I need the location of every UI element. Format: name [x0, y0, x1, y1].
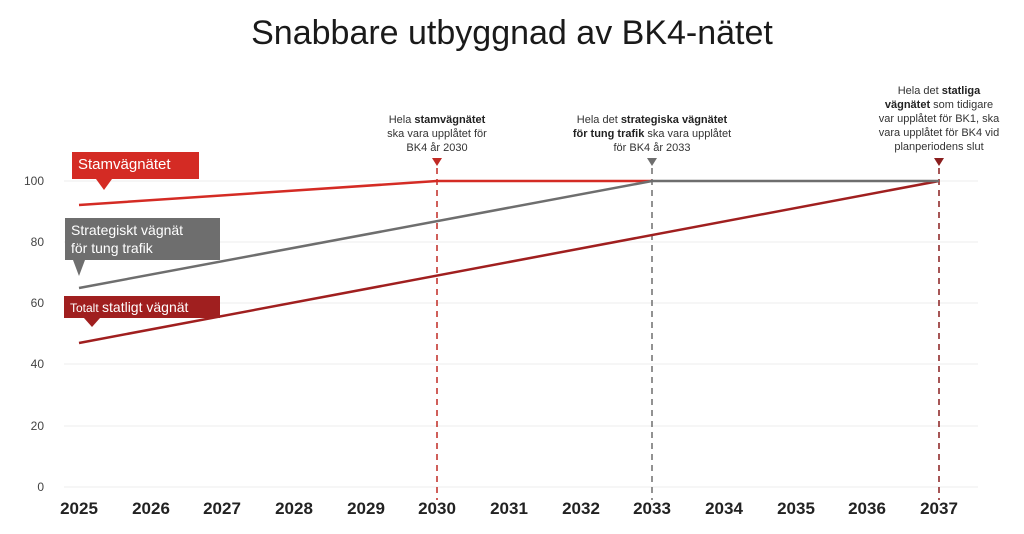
annotation-bold: vägnätet — [884, 99, 931, 111]
y-tick-80: 80 — [30, 235, 44, 249]
x-tick-2026: 2026 — [132, 499, 170, 518]
x-tick-2035: 2035 — [777, 499, 815, 518]
x-tick-2033: 2033 — [633, 499, 671, 518]
annotation-text: Hela — [388, 114, 415, 126]
callout-total: Totalt statligt vägnät — [64, 296, 220, 327]
annotation-text: ska vara upplåtet för — [387, 128, 487, 140]
annotation-text: som tidigare — [930, 99, 994, 111]
series-stam — [78, 179, 652, 207]
series-strategic — [78, 179, 939, 290]
y-tick-0: 0 — [37, 480, 44, 494]
y-tick-60: 60 — [30, 296, 44, 310]
annotation-text: vara upplåtet för BK4 vid — [878, 127, 1000, 139]
annotation-text: för BK4 år 2033 — [613, 142, 691, 154]
x-tick-2034: 2034 — [705, 499, 743, 518]
y-tick-40: 40 — [30, 357, 44, 371]
callout-strategic: Strategiskt vägnät för tung trafik — [65, 218, 220, 276]
marker-2037 — [934, 158, 944, 500]
callout-pointer-icon — [84, 318, 100, 327]
annotation-2037: Hela det statliga vägnätet som tidigare … — [864, 84, 1014, 154]
annotation-bold: för tung trafik — [572, 128, 645, 140]
callout-pointer-icon — [96, 179, 112, 190]
x-tick-2030: 2030 — [418, 499, 456, 518]
annotation-bold: strategiska vägnätet — [620, 114, 728, 126]
callout-stam: Stamvägnätet — [72, 152, 199, 190]
triangle-marker-icon — [432, 158, 442, 166]
chart-title: Snabbare utbyggnad av BK4-nätet — [251, 14, 773, 52]
triangle-marker-icon — [647, 158, 657, 166]
annotation-text: ska vara upplåtet — [644, 128, 732, 140]
x-tick-2032: 2032 — [562, 499, 600, 518]
x-tick-2028: 2028 — [275, 499, 313, 518]
marker-2030 — [432, 158, 442, 500]
annotation-text: Hela det — [576, 114, 621, 126]
annotation-text: planperiodens slut — [894, 141, 984, 153]
x-tick-2036: 2036 — [848, 499, 886, 518]
callout-total-main: statligt vägnät — [102, 299, 189, 315]
triangle-marker-icon — [934, 158, 944, 166]
annotation-bold: stamvägnätet — [414, 114, 486, 126]
callout-strategic-line1: Strategiskt vägnät — [71, 222, 184, 238]
callout-pointer-icon — [73, 260, 85, 276]
x-tick-2025: 2025 — [60, 499, 98, 518]
callout-total-prefix: Totalt — [70, 301, 103, 315]
annotation-2033: Hela det strategiska vägnätet för tung t… — [557, 113, 747, 155]
callout-stam-label: Stamvägnätet — [72, 152, 199, 179]
series-total — [78, 179, 940, 345]
y-tick-100: 100 — [23, 174, 44, 188]
annotation-bold: statliga — [941, 85, 981, 97]
callout-strategic-line2: för tung trafik — [71, 240, 153, 256]
x-tick-2027: 2027 — [203, 499, 241, 518]
annotation-2030: Hela stamvägnätet ska vara upplåtet för … — [357, 113, 517, 155]
annotation-text: var upplåtet för BK1, ska — [878, 113, 1000, 125]
annotation-text: BK4 år 2030 — [406, 142, 468, 154]
annotation-text: Hela det — [897, 85, 942, 97]
x-tick-2031: 2031 — [490, 499, 528, 518]
marker-2033 — [647, 158, 657, 500]
y-tick-20: 20 — [30, 419, 44, 433]
x-tick-2029: 2029 — [347, 499, 385, 518]
x-tick-2037: 2037 — [920, 499, 958, 518]
